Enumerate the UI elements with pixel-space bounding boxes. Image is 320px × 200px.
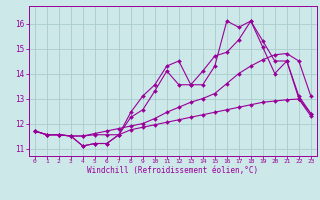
X-axis label: Windchill (Refroidissement éolien,°C): Windchill (Refroidissement éolien,°C) <box>87 166 258 175</box>
